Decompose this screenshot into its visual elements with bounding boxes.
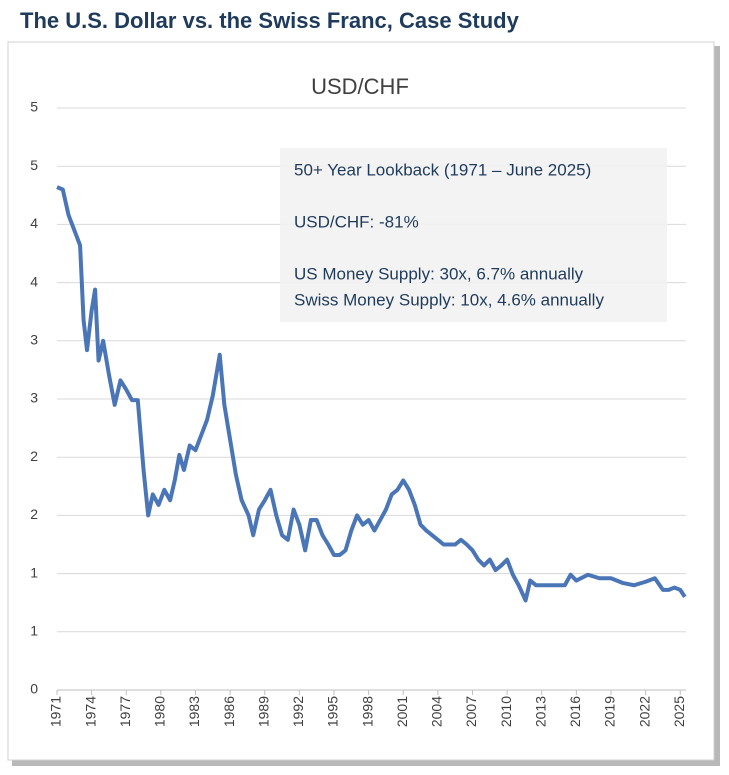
x-tick-label: 1980 <box>152 696 168 727</box>
y-tick-label: 5 <box>30 157 38 173</box>
annotation: 50+ Year Lookback (1971 – June 2025) <box>294 160 591 179</box>
y-tick-label: 5 <box>30 99 38 115</box>
chart-title: USD/CHF <box>311 74 409 99</box>
x-tick-label: 2025 <box>671 696 687 727</box>
annotation-box <box>280 148 667 322</box>
x-tick-label: 2013 <box>532 696 548 727</box>
x-tick-label: 1986 <box>221 696 237 727</box>
annotation: US Money Supply: 30x, 6.7% annually <box>294 264 584 283</box>
x-tick-label: 1977 <box>117 696 133 727</box>
y-tick-label: 1 <box>30 623 38 639</box>
line-series <box>56 185 687 603</box>
y-tick-label: 3 <box>30 390 38 406</box>
y-tick-label: 1 <box>30 564 38 580</box>
x-tick-label: 1995 <box>325 696 341 727</box>
x-tick-label: 2007 <box>463 696 479 727</box>
x-tick-label: 1989 <box>255 696 271 727</box>
x-tick-label: 1974 <box>82 696 98 727</box>
y-tick-label: 2 <box>30 448 38 464</box>
x-tick-label: 1983 <box>186 696 202 727</box>
x-tick-label: 1971 <box>48 696 64 727</box>
y-tick-label: 4 <box>30 273 38 289</box>
x-tick-label: 1998 <box>359 696 375 727</box>
y-tick-label: 0 <box>30 681 38 697</box>
x-tick-label: 1992 <box>290 696 306 727</box>
x-tick-label: 2022 <box>636 696 652 727</box>
x-tick-label: 2001 <box>394 696 410 727</box>
annotation: USD/CHF: -81% <box>294 212 419 231</box>
y-tick-label: 3 <box>30 332 38 348</box>
page-title: The U.S. Dollar vs. the Swiss Franc, Cas… <box>20 8 519 33</box>
x-tick-label: 2010 <box>498 696 514 727</box>
annotation: Swiss Money Supply: 10x, 4.6% annually <box>294 290 604 309</box>
y-tick-label: 2 <box>30 506 38 522</box>
x-tick-label: 2004 <box>429 696 445 727</box>
x-tick-label: 2019 <box>602 696 618 727</box>
y-tick-label: 4 <box>30 215 38 231</box>
x-tick-label: 2016 <box>567 696 583 727</box>
